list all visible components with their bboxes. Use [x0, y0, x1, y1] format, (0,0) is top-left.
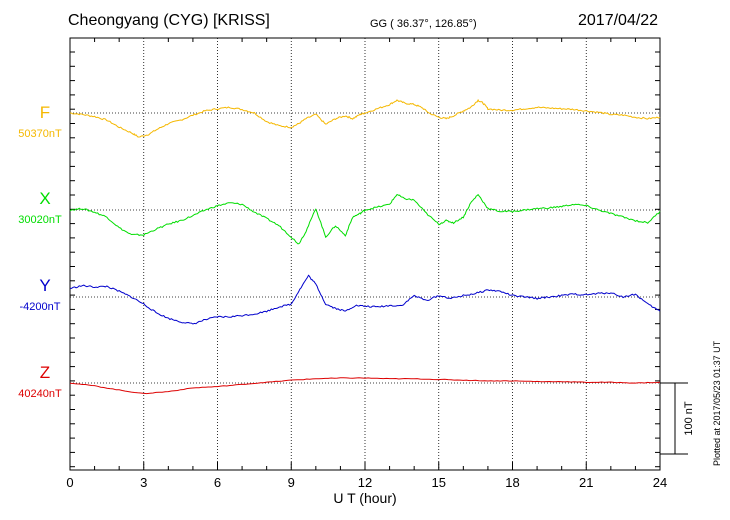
series-y-line [70, 274, 661, 325]
series-f-line [69, 98, 661, 138]
x-tick-label: 15 [432, 475, 446, 490]
series-baseline-label: 40240nT [18, 388, 62, 400]
series-z-line [69, 377, 661, 395]
series-name-label: Z [40, 363, 50, 382]
x-tick-label: 3 [140, 475, 147, 490]
series-name-label: F [40, 103, 50, 122]
scale-bar-label: 100 nT [683, 401, 695, 436]
x-axis-label: U T (hour) [333, 490, 396, 506]
date-label: 2017/04/22 [578, 12, 659, 29]
x-tick-label: 6 [214, 475, 221, 490]
x-tick-label: 12 [358, 475, 372, 490]
x-tick-label: 0 [66, 475, 73, 490]
x-tick-label: 24 [653, 475, 667, 490]
series-baseline-label: 30020nT [18, 214, 62, 226]
station-coordinates: GG ( 36.37°, 126.85°) [370, 18, 477, 30]
x-tick-label: 21 [579, 475, 593, 490]
x-tick-label: 18 [505, 475, 519, 490]
series-baseline-label: 50370nT [18, 128, 62, 140]
station-title: Cheongyang (CYG) [KRISS] [68, 12, 270, 29]
series-x-line [69, 193, 661, 245]
series-baseline-label: -4200nT [20, 301, 61, 313]
series-name-label: X [39, 189, 50, 208]
x-tick-label: 9 [288, 475, 295, 490]
series-name-label: Y [39, 276, 50, 295]
